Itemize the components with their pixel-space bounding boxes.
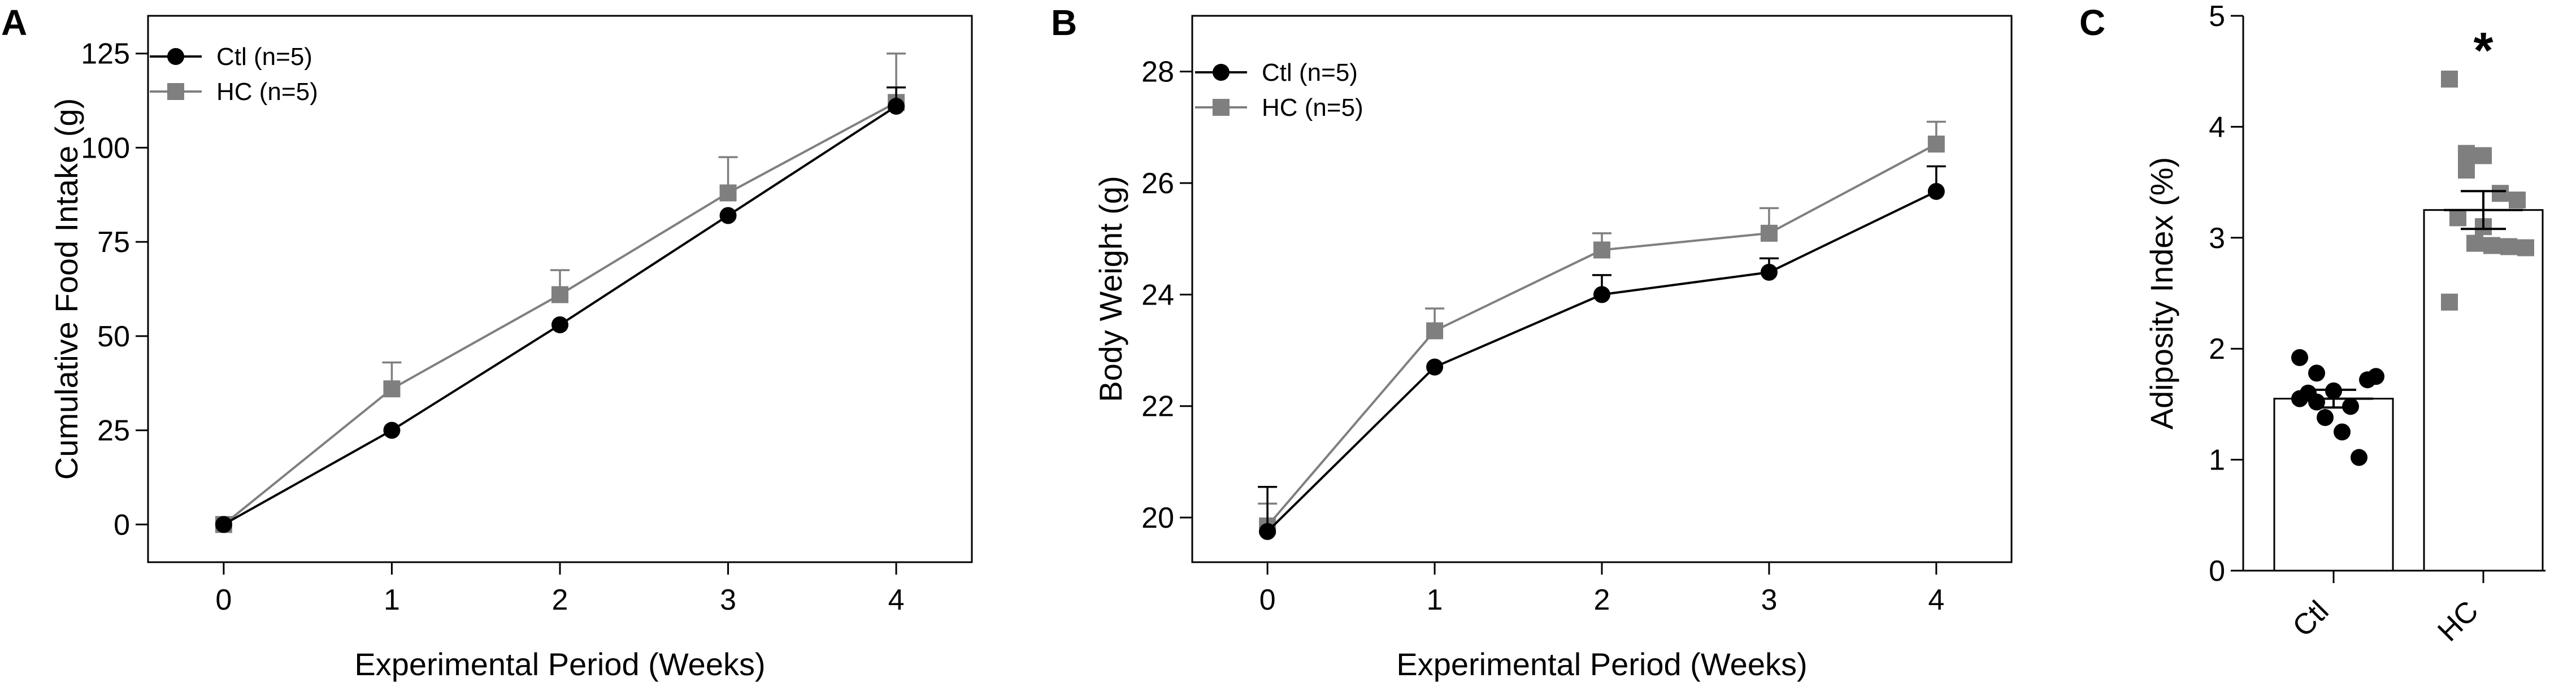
y-tick-label: 25 [97,415,130,447]
y-tick-label: 4 [2209,111,2225,144]
data-point-hc [2475,147,2492,164]
bar-hc [2423,209,2544,572]
data-point-ctl [383,421,401,439]
y-tick-label: 20 [1141,502,1174,534]
data-point-hc [2441,293,2458,311]
y-tick-label: 0 [2209,555,2225,588]
legend-label-hc: HC (n=5) [1262,94,1363,121]
legend-label-hc: HC (n=5) [216,78,318,106]
y-tick-label: 5 [2209,0,2225,33]
x-tick-label: Ctl [2287,594,2335,643]
y-axis-title-b: Body Weight (g) [1093,176,1128,402]
x-tick-label: 0 [1259,584,1276,616]
y-tick-label: 22 [1141,390,1174,423]
data-point-ctl [2291,349,2308,366]
data-point-hc [2500,238,2517,255]
data-point-ctl [551,316,568,333]
y-tick-label: 75 [97,226,130,259]
data-point-hc [2458,161,2475,179]
data-point-ctl [1426,358,1444,376]
data-point-ctl [2308,364,2325,382]
data-point-hc [719,184,737,202]
y-tick-label: 125 [81,38,130,71]
legend-b: Ctl (n=5) HC (n=5) [1195,59,1363,121]
y-tick-label: 3 [2209,222,2225,255]
data-point-hc [2492,185,2509,202]
legend-marker-hc [167,83,184,100]
y-tick-label: 26 [1141,167,1174,200]
data-point-ctl [1760,263,1778,281]
x-tick-label: 1 [384,584,400,616]
x-tick-label: 2 [1594,584,1610,616]
data-point-hc [383,380,401,398]
y-tick-label: 28 [1141,56,1174,89]
x-tick-label: HC [2431,594,2484,647]
y-tick-label: 24 [1141,279,1174,311]
panel-label-b: B [1051,2,1077,43]
data-point-hc [1927,135,1945,153]
panel-c: C 0 1 2 3 4 5 Adiposity Index (%) Ctl HC * [2079,0,2545,648]
legend-marker-hc [1213,99,1230,116]
data-point-hc [1593,241,1610,259]
y-tick-label: 100 [81,132,130,164]
series-line-hc [1266,143,1937,527]
data-point-ctl [2368,368,2384,385]
series-line-hc [223,101,897,525]
legend-a: Ctl (n=5) HC (n=5) [150,43,318,106]
data-point-ctl [1593,286,1610,303]
data-point-ctl [2351,449,2368,466]
x-axis-title-a: Experimental Period (Weeks) [354,646,765,682]
panel-label-c: C [2079,2,2105,43]
legend-marker-ctl [1213,64,1230,81]
y-axis-title-a: Cumulative Food Intake (g) [49,98,84,480]
data-point-ctl [2334,423,2351,441]
legend-label-ctl: Ctl (n=5) [216,43,312,71]
panel-label-a: A [1,2,27,43]
x-tick-label: 4 [1928,584,1944,616]
x-tick-label: 1 [1427,584,1443,616]
x-tick-label: 3 [1761,584,1777,616]
x-tick-label: 4 [888,584,905,616]
data-point-hc [2466,234,2483,252]
data-point-hc [2441,70,2458,88]
x-tick-label: 2 [552,584,568,616]
legend-marker-ctl [167,48,184,65]
panel-b: B 20 22 24 26 28 0 1 2 3 4 Body Weight (g) Experi… [1051,2,2013,682]
data-point-ctl [719,207,737,224]
panel-a: A 0 25 50 75 100 125 0 1 2 3 4 Cumulative Food Int… [1,2,973,682]
data-point-ctl [1927,182,1945,200]
data-point-hc [2509,192,2526,209]
significance-marker: * [2473,23,2493,79]
x-tick-label: 3 [720,584,736,616]
data-point-ctl [215,516,232,533]
data-point-hc [551,286,568,303]
y-tick-label: 2 [2209,333,2225,366]
y-tick-label: 50 [97,320,130,353]
data-point-hc [2458,145,2475,162]
data-point-hc [2483,237,2500,254]
y-tick-label: 1 [2209,444,2225,477]
data-point-hc [1426,322,1444,340]
series-line-ctl [223,105,897,526]
x-tick-label: 0 [215,584,232,616]
data-point-hc [2517,239,2534,257]
bar-ctl [2273,398,2394,572]
legend-label-ctl: Ctl (n=5) [1262,59,1358,86]
data-point-hc [1760,224,1778,242]
data-point-ctl [2317,408,2334,426]
y-axis-title-c: Adiposity Index (%) [2144,157,2179,429]
data-point-hc [2449,209,2466,227]
data-point-ctl [1259,523,1276,540]
data-point-ctl [888,98,905,115]
y-tick-label: 0 [114,509,130,541]
x-axis-title-b: Experimental Period (Weeks) [1396,646,1807,682]
